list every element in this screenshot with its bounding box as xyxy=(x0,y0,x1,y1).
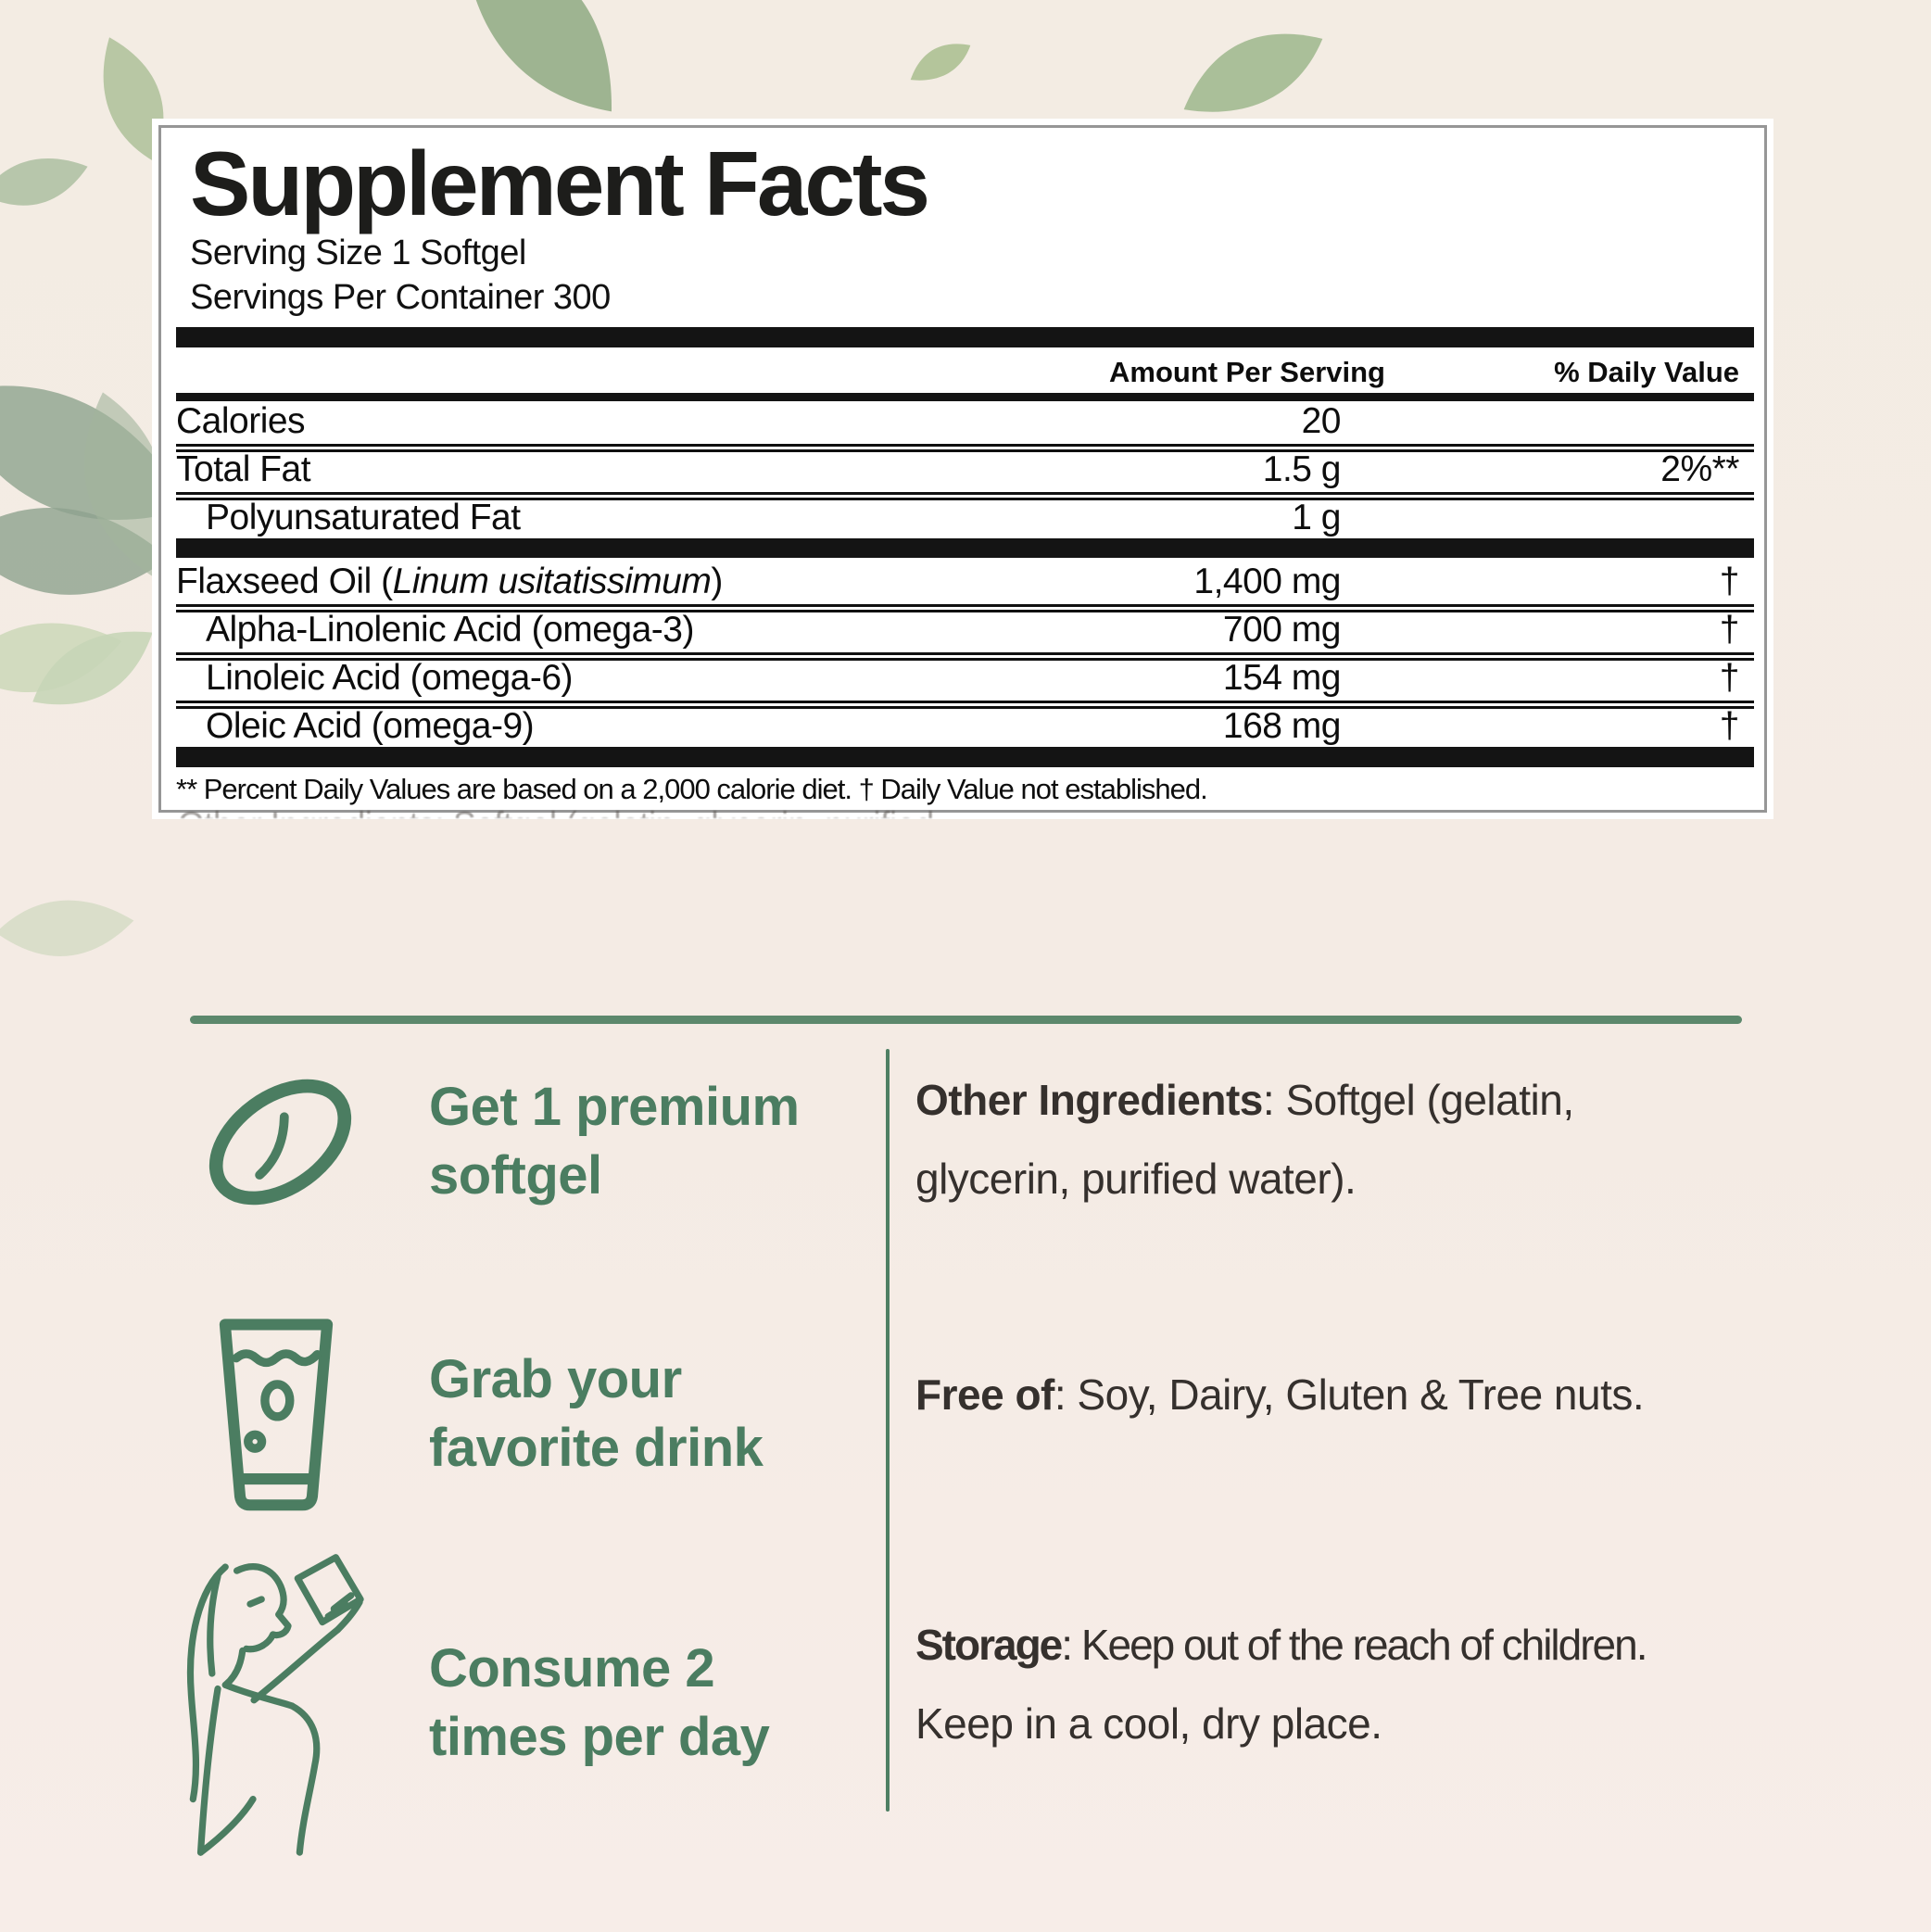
table-bar xyxy=(176,747,1754,767)
table-bar xyxy=(176,327,1754,347)
softgel-icon xyxy=(190,1066,371,1219)
leaf-decoration xyxy=(0,127,88,234)
row-separator xyxy=(176,604,1754,612)
leaf-decoration xyxy=(0,857,134,996)
table-row: Alpha-Linolenic Acid (omega-3) 700 mg † xyxy=(206,610,1740,650)
free-of-text: Free of: Soy, Dairy, Gluten & Tree nuts. xyxy=(915,1370,1645,1419)
table-row: Oleic Acid (omega-9) 168 mg † xyxy=(206,706,1740,746)
leaf-decoration xyxy=(910,32,971,93)
table-row: Polyunsaturated Fat 1 g xyxy=(206,498,1342,537)
table-bar xyxy=(176,538,1754,558)
table-row: Flaxseed Oil (Linum usitatissimum) 1,400… xyxy=(176,562,1740,601)
table-row: Total Fat 1.5 g 2%** xyxy=(176,449,1740,489)
step-label-2: Grab your favorite drink xyxy=(429,1349,764,1478)
other-ingredients-text: Other Ingredients: Softgel (gelatin, gly… xyxy=(915,1076,1574,1203)
drinking-person-icon xyxy=(111,1549,463,1864)
table-row: Calories 20 xyxy=(176,401,1342,441)
row-separator xyxy=(176,701,1754,709)
column-amount-per-serving: Amount Per Serving xyxy=(1109,356,1385,388)
table-row: Linoleic Acid (omega-6) 154 mg † xyxy=(206,658,1740,698)
step-label-3: Consume 2 times per day xyxy=(429,1638,770,1767)
table-header-row: Amount Per Serving % Daily Value xyxy=(176,352,1754,393)
column-divider xyxy=(886,1049,890,1812)
row-separator xyxy=(176,652,1754,661)
servings-per-container: Servings Per Container 300 xyxy=(190,278,611,317)
section-divider-rule xyxy=(190,1016,1742,1024)
row-separator xyxy=(176,444,1754,452)
leaf-decoration xyxy=(32,607,153,727)
supplement-facts-panel xyxy=(158,125,1767,813)
step-label-1: Get 1 premium softgel xyxy=(429,1077,800,1206)
row-separator xyxy=(176,492,1754,500)
glass-icon xyxy=(206,1316,347,1515)
cropped-ghost-text: Other Ingredients: Softgel (gelatin, gly… xyxy=(178,805,993,818)
leaf-decoration xyxy=(0,573,122,739)
serving-size: Serving Size 1 Softgel xyxy=(190,234,526,272)
storage-text: Storage: Keep out of the reach of childr… xyxy=(915,1621,1648,1748)
column-daily-value: % Daily Value xyxy=(1554,356,1739,388)
daily-value-footnote: ** Percent Daily Values are based on a 2… xyxy=(176,773,1208,805)
supplement-facts-title: Supplement Facts xyxy=(190,133,930,234)
table-bar xyxy=(176,393,1754,401)
